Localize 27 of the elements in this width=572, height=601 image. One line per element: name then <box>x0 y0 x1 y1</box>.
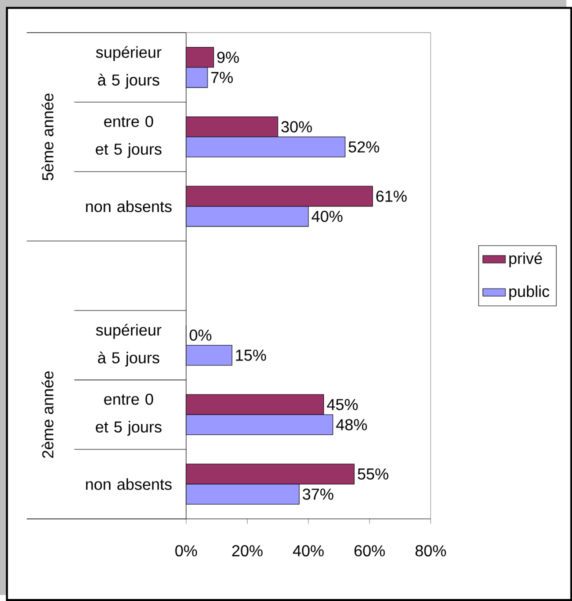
y-tick-label: entre 0 et 5 jours <box>96 116 162 158</box>
y-tick-label: non absents <box>86 478 172 490</box>
text: 5ème année <box>41 94 54 180</box>
data-label: 37% <box>302 488 334 500</box>
x-tick-label: 20% <box>232 545 262 556</box>
data-label: 15% <box>236 350 266 361</box>
data-label: 61% <box>376 190 407 202</box>
data-label: 55% <box>358 468 388 480</box>
legend-label: privé <box>509 252 542 268</box>
y-tick-label: supérieur à 5 jours <box>96 324 162 367</box>
data-label: 48% <box>336 419 367 430</box>
legend-label: public <box>509 285 550 300</box>
data-label: 0% <box>190 330 212 341</box>
x-tick-label: 80% <box>415 545 446 556</box>
text: 2ème année <box>41 371 54 458</box>
x-tick-label: 0% <box>175 545 197 556</box>
data-label: 30% <box>281 121 312 132</box>
y-tick-label: entre 0 et 5 jours <box>96 394 162 436</box>
data-label: 52% <box>348 141 379 153</box>
data-label: 40% <box>312 210 342 222</box>
data-label: 9% <box>217 52 239 63</box>
y-tick-label: supérieur à 5 jours <box>96 46 162 89</box>
x-tick-label: 40% <box>292 545 324 556</box>
x-tick-label: 60% <box>354 545 385 556</box>
data-label: 45% <box>326 399 358 410</box>
y-tick-label: non absents <box>86 200 172 212</box>
data-label: 7% <box>211 72 233 84</box>
